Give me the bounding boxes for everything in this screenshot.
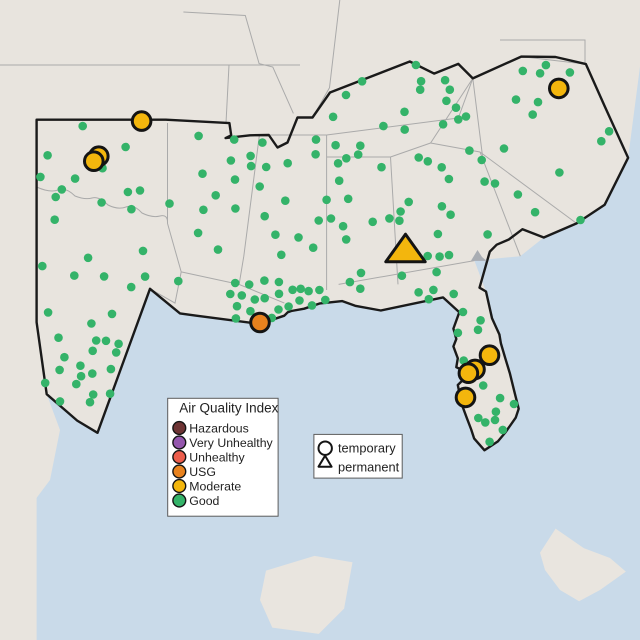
svg-text:Moderate: Moderate [189,479,241,493]
svg-text:temporary: temporary [338,441,396,456]
svg-text:Unhealthy: Unhealthy [189,450,245,464]
svg-text:Very Unhealthy: Very Unhealthy [189,436,273,450]
svg-text:Good: Good [189,494,219,508]
svg-text:Hazardous: Hazardous [189,421,248,435]
svg-text:permanent: permanent [338,460,400,475]
svg-text:Air Quality Index: Air Quality Index [179,401,278,416]
svg-text:USG: USG [189,465,216,479]
